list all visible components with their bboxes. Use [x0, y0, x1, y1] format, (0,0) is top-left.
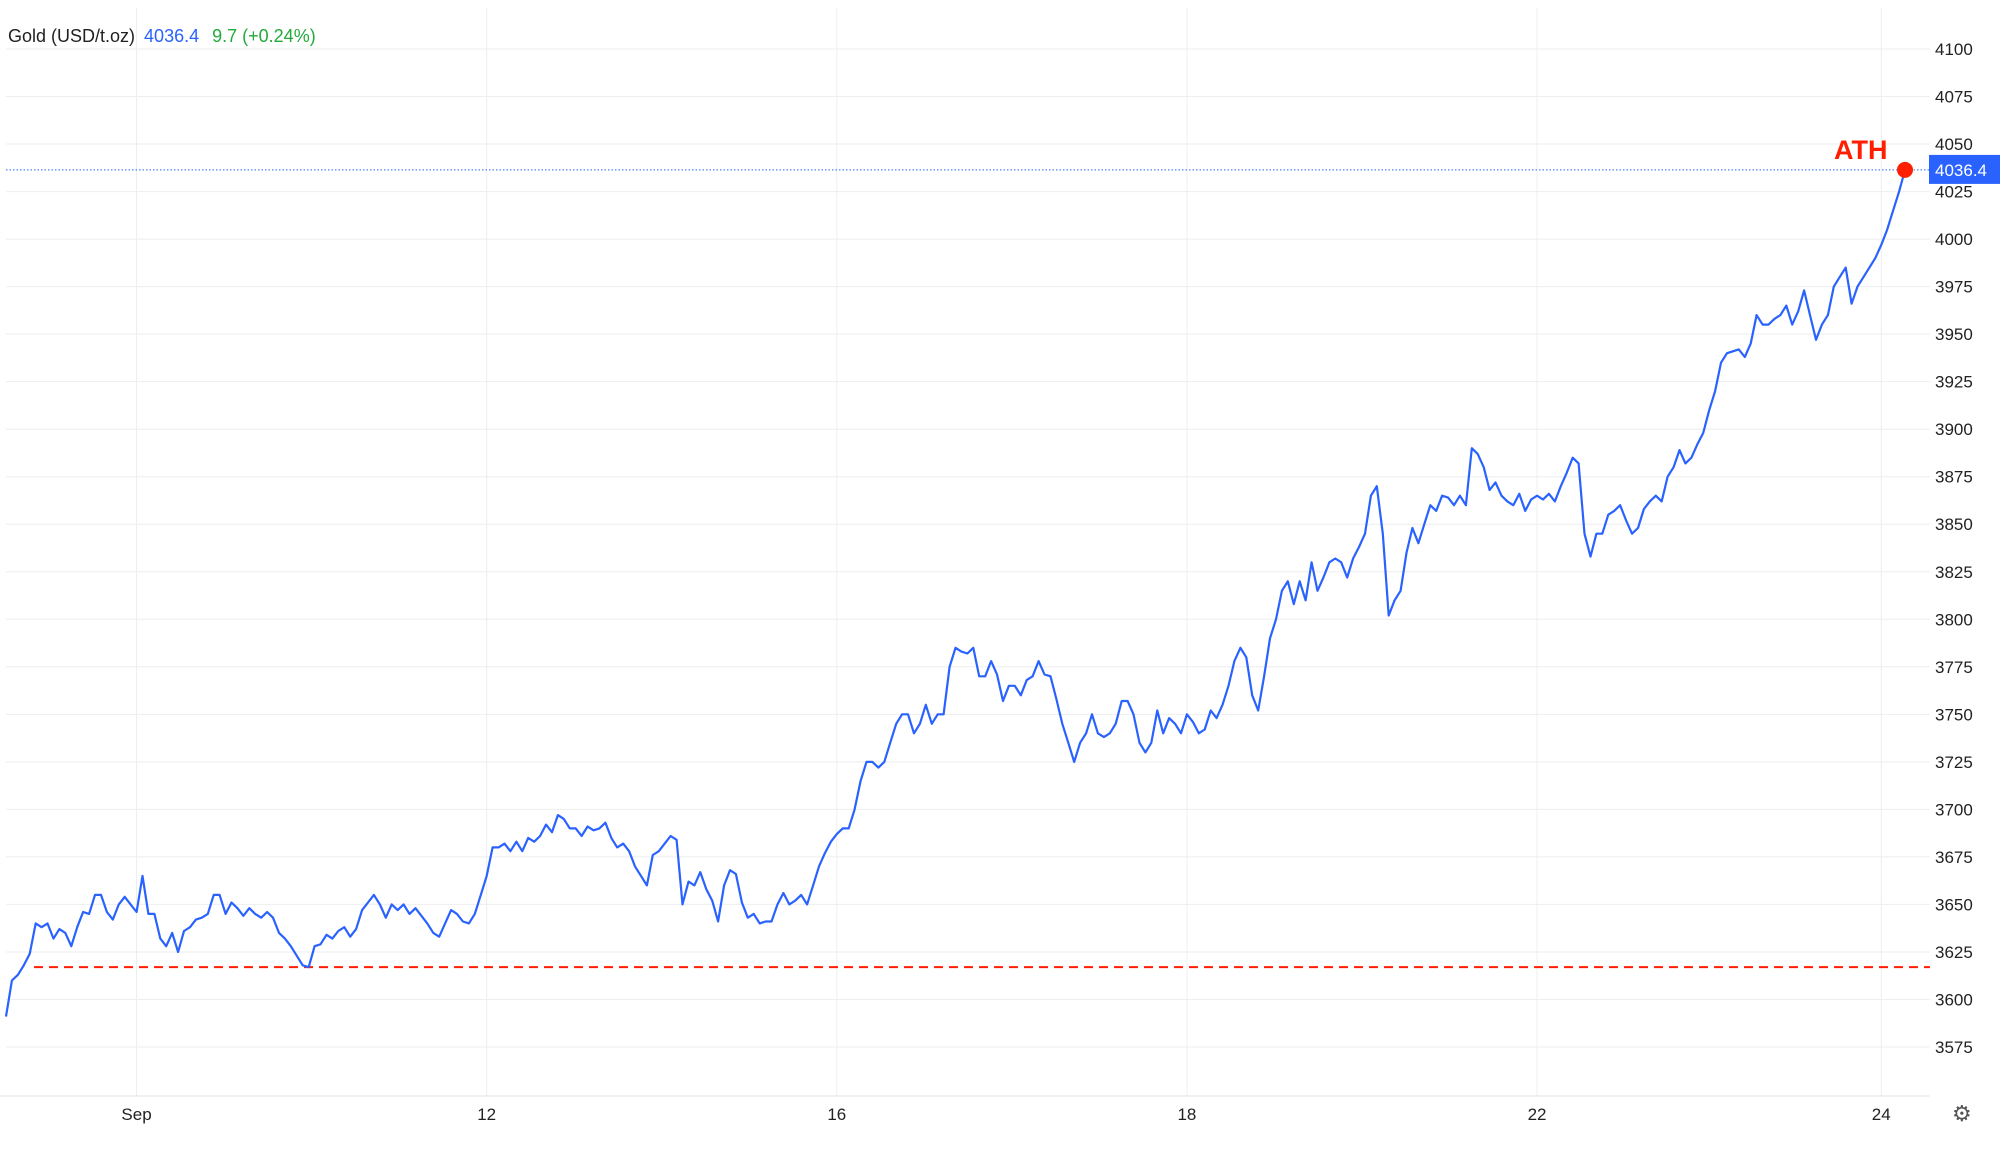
ath-label: ATH [1834, 135, 1888, 165]
y-tick-label: 3750 [1935, 705, 1973, 724]
y-tick-label: 3825 [1935, 563, 1973, 582]
ath-marker [1897, 161, 1913, 178]
x-tick-label: 24 [1872, 1105, 1891, 1124]
price-line [4, 169, 1907, 1017]
symbol-name: Gold (USD/t.oz) [8, 26, 136, 46]
y-tick-label: 3725 [1935, 753, 1973, 772]
y-tick-label: 4100 [1935, 40, 1973, 59]
gear-icon[interactable]: ⚙ [1952, 1102, 1972, 1127]
y-tick-label: 3700 [1935, 800, 1973, 819]
x-tick-label: 12 [477, 1105, 496, 1124]
x-tick-label: Sep [121, 1105, 151, 1124]
y-tick-label: 3600 [1935, 990, 1973, 1009]
y-tick-label: 3675 [1935, 848, 1973, 867]
y-tick-label: 4050 [1935, 135, 1973, 154]
y-tick-label: 3925 [1935, 373, 1973, 392]
y-tick-label: 3800 [1935, 610, 1973, 629]
y-tick-label: 3650 [1935, 895, 1973, 914]
x-tick-label: 22 [1528, 1105, 1547, 1124]
last-price-tag [1929, 154, 2000, 184]
header-change: 9.7 (+0.24%) [212, 26, 316, 46]
y-tick-label: 3575 [1935, 1038, 1973, 1057]
y-tick-label: 3975 [1935, 278, 1973, 297]
x-tick-label: 16 [827, 1105, 846, 1124]
y-tick-label: 3625 [1935, 943, 1973, 962]
y-tick-label: 4025 [1935, 183, 1973, 202]
x-tick-label: 18 [1177, 1105, 1196, 1124]
last-price-tag-text: 4036.4 [1935, 161, 1987, 180]
chart-header: Gold (USD/t.oz) 4036.4 9.7 (+0.24%) [8, 26, 316, 47]
y-tick-label: 3875 [1935, 468, 1973, 487]
y-tick-label: 4000 [1935, 230, 1973, 249]
y-tick-label: 3900 [1935, 420, 1973, 439]
y-tick-label: 4075 [1935, 88, 1973, 107]
header-price: 4036.4 [144, 26, 200, 46]
y-tick-label: 3775 [1935, 658, 1973, 677]
y-tick-label: 3950 [1935, 325, 1973, 344]
y-tick-label: 3850 [1935, 515, 1973, 534]
